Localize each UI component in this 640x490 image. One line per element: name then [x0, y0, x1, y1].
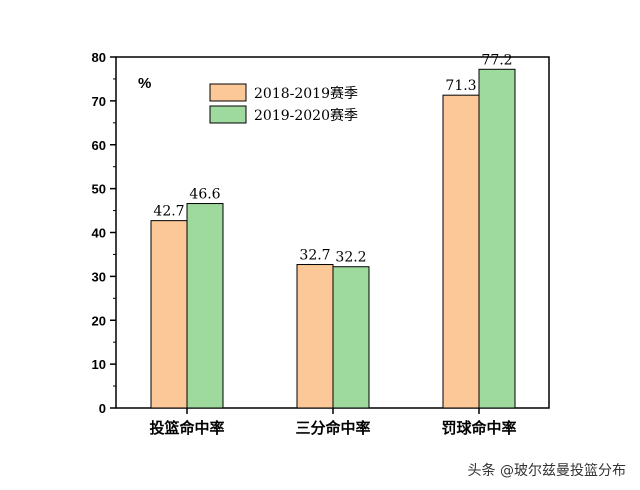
legend-label: 2018-2019赛季 [254, 86, 358, 102]
y-unit-label: % [138, 75, 151, 92]
data-label: 32.2 [335, 250, 366, 266]
data-label: 77.2 [481, 52, 512, 68]
legend-swatch [209, 83, 247, 102]
data-label: 42.7 [153, 204, 184, 220]
x-tick-label: 投篮命中率 [149, 419, 224, 437]
bar [442, 94, 480, 409]
legend-swatch [209, 105, 247, 124]
bars [150, 68, 516, 409]
bar [296, 264, 334, 409]
data-label: 32.7 [299, 248, 330, 264]
x-tick-label: 罚球命中率 [441, 419, 516, 437]
bar [186, 203, 224, 409]
y-tick-label: 70 [92, 94, 106, 109]
bar [332, 266, 370, 409]
y-tick-label: 60 [92, 138, 106, 153]
data-label: 46.6 [189, 187, 220, 203]
legend: 2018-2019赛季 2019-2020赛季 [209, 83, 358, 124]
x-tick-label: 三分命中率 [295, 419, 370, 437]
y-tick-label: 50 [92, 182, 106, 197]
y-tick-label: 40 [92, 226, 106, 241]
bar [478, 68, 516, 409]
watermark: 头条 @玻尔兹曼投篮分布 [467, 463, 626, 479]
y-tick-label: 20 [92, 313, 106, 328]
y-tick-label: 80 [92, 50, 106, 65]
legend-label: 2019-2020赛季 [254, 108, 358, 124]
bar [150, 220, 188, 409]
y-tick-label: 10 [92, 357, 106, 372]
data-labels: 42.7 46.6 32.7 32.2 71.3 77.2 [153, 52, 512, 265]
y-tick-label: 0 [99, 401, 106, 416]
data-label: 71.3 [445, 78, 476, 94]
y-tick-label: 30 [92, 269, 106, 284]
